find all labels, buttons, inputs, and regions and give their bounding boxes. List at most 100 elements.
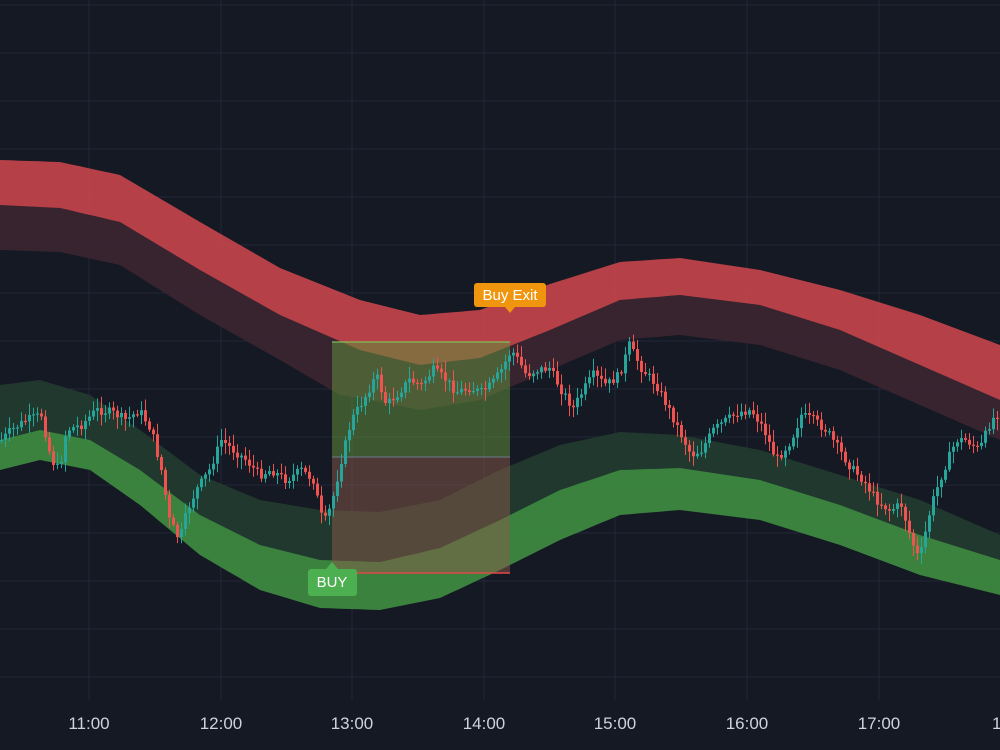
candle-body (176, 524, 179, 538)
candle-body (536, 372, 539, 374)
candle-body (684, 437, 687, 445)
candle-body (976, 445, 979, 447)
candle-body (196, 487, 199, 499)
candle-body (972, 444, 975, 446)
candle-body (252, 465, 255, 468)
candle-body (748, 410, 751, 415)
candle-body (148, 421, 151, 430)
candle-body (724, 417, 727, 423)
upper-band-outer (0, 160, 1000, 400)
candle-body (356, 406, 359, 415)
x-tick-label: 16:00 (726, 714, 769, 733)
candle-body (180, 529, 183, 538)
candle-body (168, 494, 171, 518)
buy-exit-badge[interactable]: Buy Exit (474, 283, 546, 313)
candle-body (48, 437, 51, 452)
loss-zone (332, 457, 510, 573)
candle-body (460, 388, 463, 393)
candle-body (228, 443, 231, 446)
candle-body (680, 425, 683, 438)
candle-body (692, 451, 695, 457)
candle-body (980, 442, 983, 447)
candle-body (424, 380, 427, 384)
buy-badge[interactable]: BUY (308, 562, 357, 596)
candle-body (916, 545, 919, 554)
candle-body (540, 367, 543, 373)
candle-body (868, 483, 871, 492)
candle-body (64, 436, 67, 462)
candle-body (52, 451, 55, 465)
candle-body (16, 427, 19, 429)
candle-body (344, 440, 347, 464)
candle-body (420, 383, 423, 385)
candle-body (560, 384, 563, 395)
candle-body (608, 379, 611, 384)
candle-body (100, 408, 103, 415)
candle-body (852, 466, 855, 470)
candle-body (716, 423, 719, 428)
candle-body (472, 391, 475, 393)
x-tick-label: 17:00 (858, 714, 901, 733)
candle-body (232, 445, 235, 453)
candle-body (244, 455, 247, 460)
candle-body (988, 429, 991, 431)
candle-body (80, 425, 83, 430)
candle-body (828, 431, 831, 433)
candle-body (508, 355, 511, 362)
buy-exit-badge-box (474, 283, 546, 307)
candle-body (836, 439, 839, 443)
candle-body (120, 412, 123, 418)
candle-body (4, 433, 7, 440)
candle-body (728, 414, 731, 418)
candle-body (484, 388, 487, 390)
candle-body (92, 410, 95, 417)
candle-body (448, 380, 451, 382)
candle-body (700, 452, 703, 454)
candle-body (636, 349, 639, 361)
candlestick-series (0, 334, 999, 565)
candle-body (928, 515, 931, 532)
trade-markers: Buy Exit BUY (308, 283, 546, 596)
candle-body (72, 427, 75, 431)
candle-body (732, 414, 735, 416)
candle-body (20, 420, 23, 428)
candle-body (136, 414, 139, 416)
candle-body (332, 495, 335, 509)
candle-body (880, 504, 883, 506)
buy-exit-badge-pointer (505, 307, 515, 313)
candle-body (304, 467, 307, 472)
candle-body (820, 419, 823, 430)
candle-body (292, 474, 295, 481)
candle-body (116, 410, 119, 418)
candle-body (360, 405, 363, 408)
candle-body (8, 428, 11, 434)
candle-body (436, 365, 439, 369)
candle-body (984, 430, 987, 443)
candle-body (172, 517, 175, 525)
candle-body (556, 371, 559, 385)
candle-body (944, 469, 947, 480)
candle-body (140, 410, 143, 416)
candle-body (476, 388, 479, 391)
candle-body (88, 416, 91, 421)
candle-body (500, 369, 503, 373)
candle-body (808, 413, 811, 415)
candle-body (56, 463, 59, 465)
candle-body (68, 430, 71, 437)
candle-body (96, 408, 99, 411)
candle-body (888, 509, 891, 511)
candle-body (392, 398, 395, 401)
candle-body (648, 373, 651, 375)
candle-body (112, 407, 115, 411)
candle-body (992, 417, 995, 430)
candle-body (804, 413, 807, 415)
candle-body (832, 431, 835, 440)
candle-body (912, 533, 915, 546)
candle-body (272, 471, 275, 476)
candle-body (672, 407, 675, 423)
x-tick-label: 15:00 (594, 714, 637, 733)
candle-body (284, 474, 287, 483)
candle-body (104, 413, 107, 415)
candle-body (920, 547, 923, 554)
